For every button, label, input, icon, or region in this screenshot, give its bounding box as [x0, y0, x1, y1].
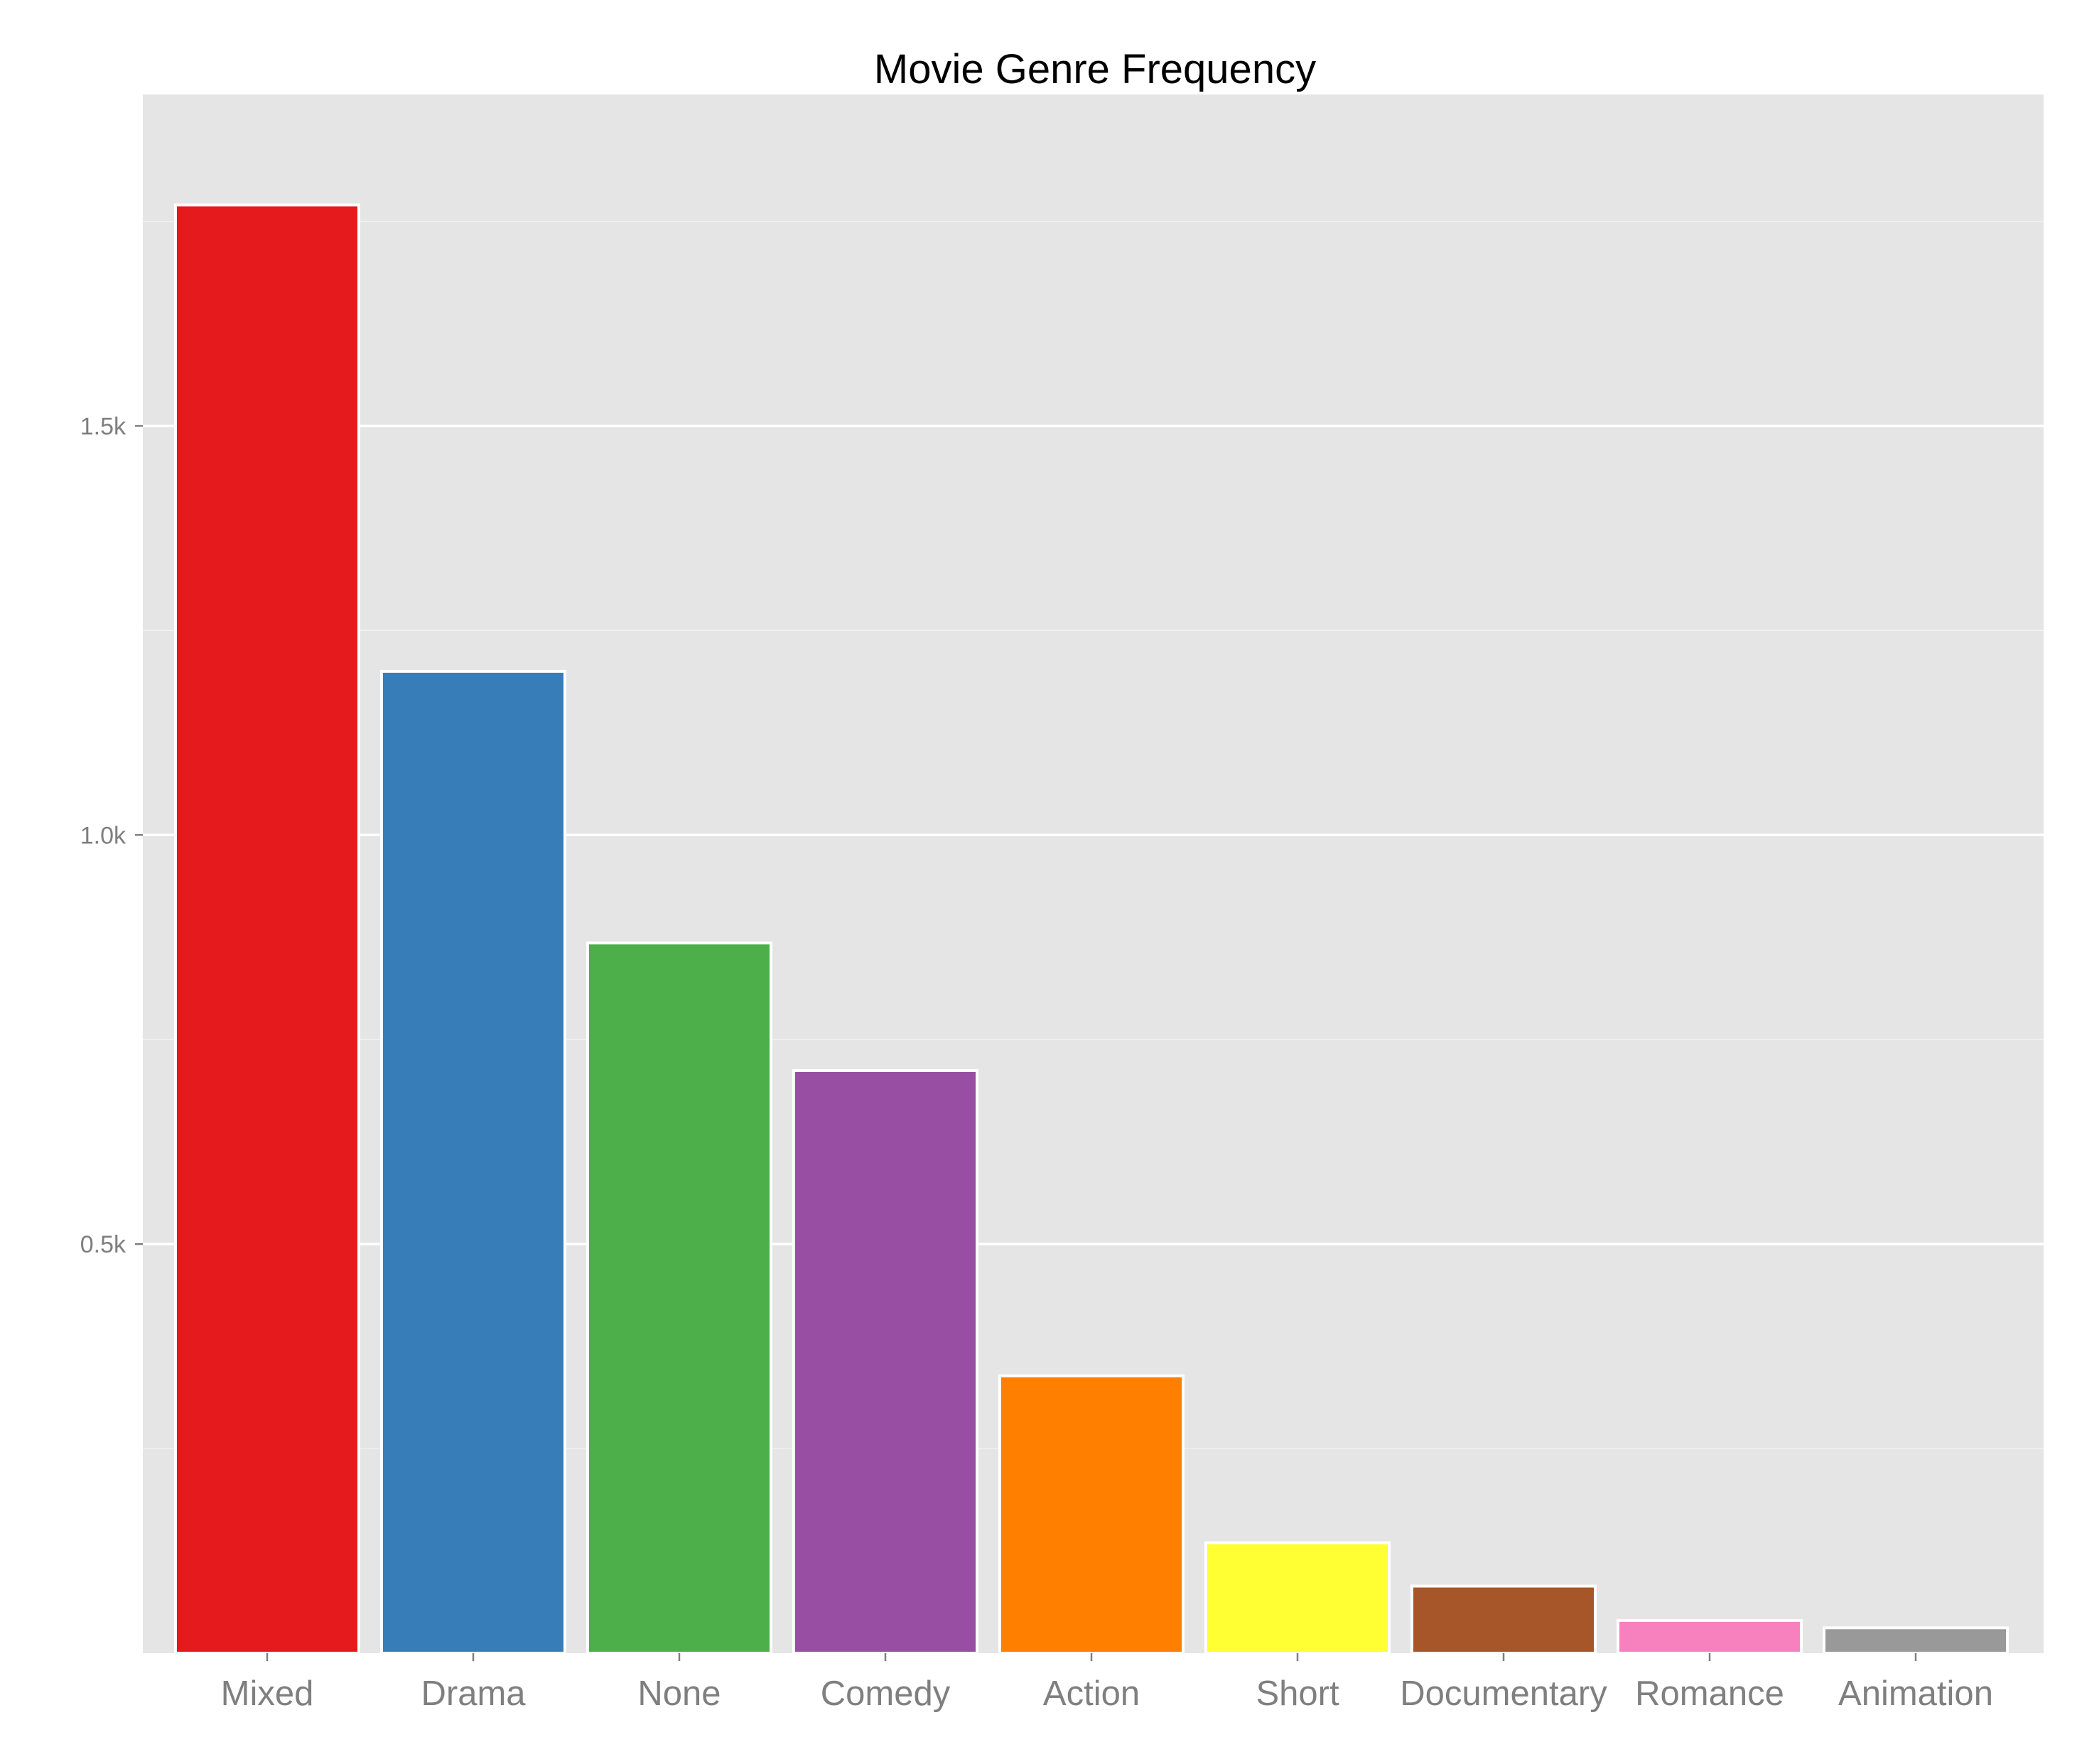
bar-mixed [174, 203, 360, 1655]
bar-none [586, 941, 772, 1655]
chart-title: Movie Genre Frequency [874, 46, 1316, 92]
x-tick-label: Comedy [821, 1674, 951, 1713]
x-tick-label: Drama [421, 1674, 526, 1713]
bar-romance [1617, 1618, 1803, 1655]
bar-animation [1823, 1626, 2009, 1655]
bar-drama [380, 669, 566, 1655]
y-tick-label: 1.5k [80, 413, 126, 440]
bar-comedy [792, 1068, 978, 1655]
x-tick-label: Short [1256, 1674, 1339, 1713]
bar-short [1204, 1541, 1391, 1655]
bar-documentary [1410, 1584, 1597, 1655]
x-tick-label: Documentary [1400, 1674, 1607, 1713]
x-tick-label: Action [1043, 1674, 1140, 1713]
y-tick-label: 0.5k [80, 1231, 126, 1258]
x-tick-label: Mixed [221, 1674, 314, 1713]
bar-action [998, 1374, 1185, 1655]
x-tick-label: Romance [1635, 1674, 1784, 1713]
bars [174, 203, 2009, 1655]
y-tick-label: 1.0k [80, 822, 126, 849]
x-tick-label: Animation [1838, 1674, 1993, 1713]
x-axis: Mixed Drama None Comedy Action Short Documenta… [221, 1653, 1993, 1713]
y-axis: 0.5k 1.0k 1.5k [80, 413, 143, 1258]
x-tick-label: None [637, 1674, 721, 1713]
